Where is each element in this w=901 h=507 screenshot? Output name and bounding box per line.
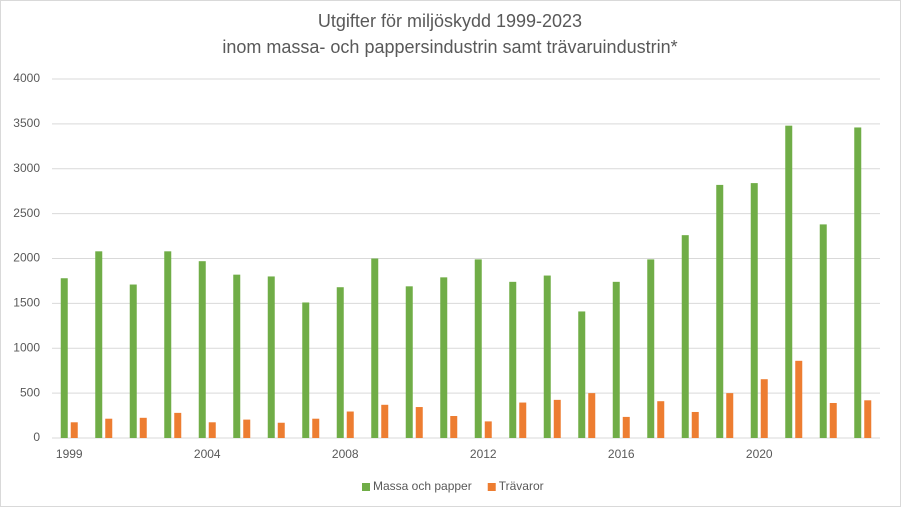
- bar: [450, 416, 458, 438]
- bar: [302, 302, 310, 438]
- bar: [139, 417, 147, 438]
- y-tick-label: 1500: [13, 296, 40, 310]
- legend-swatch: [487, 483, 496, 491]
- bar: [336, 287, 344, 438]
- x-tick-label: 2008: [332, 447, 359, 461]
- x-tick-label: 1999: [56, 447, 83, 461]
- bar: [519, 402, 527, 438]
- y-tick-label: 3000: [13, 161, 40, 175]
- bar: [105, 418, 113, 438]
- bar: [277, 422, 285, 438]
- bar: [440, 277, 448, 438]
- y-tick-label: 4000: [13, 71, 40, 85]
- x-tick-label: 2016: [608, 447, 635, 461]
- bar: [795, 360, 803, 438]
- bar: [657, 401, 665, 438]
- bar: [543, 275, 551, 438]
- bar: [164, 251, 172, 438]
- y-tick-label: 500: [20, 385, 40, 399]
- bar: [208, 422, 216, 438]
- legend-label: Massa och papper: [373, 479, 472, 493]
- bar: [405, 286, 413, 438]
- bar: [129, 284, 137, 438]
- bar: [716, 184, 724, 438]
- bar: [474, 259, 482, 438]
- bar: [484, 421, 492, 438]
- bar: [95, 251, 103, 438]
- bar: [588, 393, 596, 438]
- bar: [70, 422, 78, 438]
- legend-label: Trävaror: [499, 479, 544, 493]
- y-tick-label: 2000: [13, 251, 40, 265]
- bar: [60, 278, 68, 438]
- legend-swatch: [362, 483, 370, 491]
- bar: [509, 281, 517, 438]
- bar: [647, 259, 655, 438]
- bar: [829, 402, 837, 438]
- bar: [267, 276, 275, 438]
- x-tick-label: 2012: [470, 447, 497, 461]
- chart-subtitle: inom massa- och pappersindustrin samt tr…: [222, 37, 677, 57]
- bar: [785, 125, 793, 439]
- bar: [760, 379, 768, 438]
- y-tick-label: 1000: [13, 340, 40, 354]
- y-tick-label: 0: [33, 430, 40, 444]
- bar: [681, 235, 689, 438]
- bar: [622, 416, 630, 438]
- bar: [174, 412, 182, 438]
- bar: [371, 258, 379, 438]
- bar: [381, 404, 389, 438]
- bar: [864, 400, 872, 438]
- bar: [691, 411, 699, 438]
- bar: [198, 261, 206, 438]
- y-tick-label: 3500: [13, 116, 40, 130]
- chart-title: Utgifter för miljöskydd 1999-2023: [318, 11, 582, 31]
- bar: [612, 281, 620, 438]
- x-tick-label: 2020: [746, 447, 773, 461]
- bar: [415, 407, 423, 438]
- bar: [726, 393, 734, 438]
- bar: [578, 311, 586, 438]
- bar: [750, 183, 758, 438]
- bar: [243, 419, 251, 438]
- bar: [553, 399, 561, 438]
- y-tick-label: 2500: [13, 206, 40, 220]
- bar: [854, 127, 862, 438]
- x-tick-label: 2004: [194, 447, 221, 461]
- bar: [312, 418, 320, 438]
- bar: [233, 274, 241, 438]
- bar: [819, 224, 827, 438]
- bar: [346, 411, 354, 438]
